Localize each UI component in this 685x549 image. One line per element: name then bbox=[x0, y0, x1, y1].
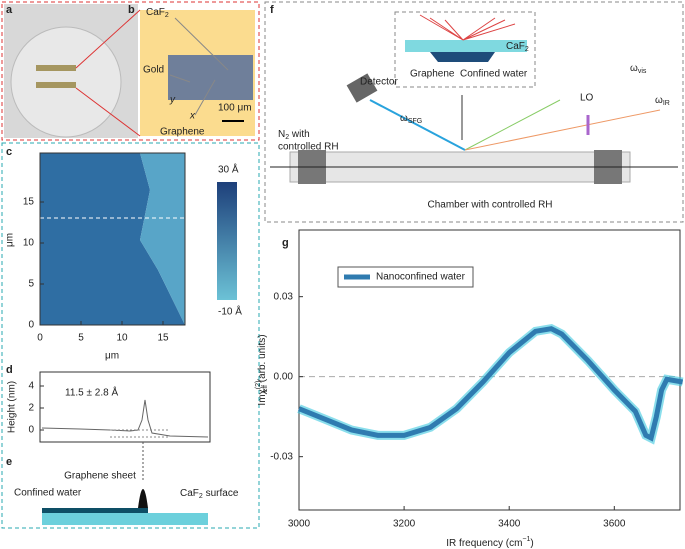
inset-water bbox=[430, 52, 495, 62]
y-tick-label: 0 bbox=[28, 425, 34, 436]
inset-frame bbox=[394, 11, 536, 88]
label: controlled RH bbox=[278, 142, 339, 153]
x-tick-label: 3600 bbox=[603, 519, 626, 530]
panel-ab-frame bbox=[1, 1, 260, 141]
vis-beam bbox=[464, 99, 561, 151]
series-halo bbox=[297, 323, 684, 445]
colorbar-label: -10 Å bbox=[218, 305, 242, 318]
profile-trace bbox=[41, 399, 209, 438]
inset-caf2 bbox=[405, 40, 527, 52]
label: CaF2 surface bbox=[180, 488, 239, 500]
panel-letter: a bbox=[6, 4, 13, 16]
y-tick-label: 0 bbox=[28, 320, 34, 331]
label: Gold bbox=[143, 65, 164, 76]
label: ωvis bbox=[630, 63, 647, 75]
y-tick-label: 5 bbox=[28, 279, 34, 290]
y-tick-label: 15 bbox=[23, 197, 35, 208]
water-layer bbox=[42, 508, 148, 513]
colorbar-label: 30 Å bbox=[218, 163, 239, 176]
series-line bbox=[298, 326, 684, 442]
label: CaF2 bbox=[146, 7, 169, 19]
caf2-window bbox=[168, 55, 253, 100]
x-tick-label: 3200 bbox=[393, 519, 416, 530]
panel-letter: g bbox=[282, 237, 289, 249]
x-tick-label: 0 bbox=[37, 333, 43, 344]
y-tick-label: 4 bbox=[28, 381, 34, 392]
label: Graphene bbox=[160, 127, 205, 138]
colorbar bbox=[217, 182, 237, 300]
panel-letter: e bbox=[6, 456, 12, 468]
panel-letter: c bbox=[6, 146, 12, 158]
x-tick-label: 10 bbox=[116, 333, 128, 344]
x-axis-label: μm bbox=[105, 351, 119, 362]
substrate-region bbox=[140, 153, 185, 325]
label: x bbox=[189, 111, 196, 122]
ir-beam bbox=[464, 109, 661, 151]
zoom-line bbox=[75, 87, 141, 137]
panel-cde-frame bbox=[1, 142, 260, 529]
label: 100 μm bbox=[218, 103, 252, 114]
y-tick-label: 2 bbox=[28, 403, 34, 414]
label: Detector bbox=[360, 77, 398, 88]
zoom-line bbox=[75, 9, 141, 69]
y-tick-label: 0.00 bbox=[274, 371, 294, 382]
label: Chamber with controlled RH bbox=[427, 200, 552, 211]
x-tick-label: 3000 bbox=[288, 519, 311, 530]
sample bbox=[36, 65, 76, 71]
map-frame bbox=[39, 152, 186, 326]
pointer bbox=[174, 17, 229, 71]
label: LO bbox=[580, 93, 594, 104]
y-axis-label: Height (nm) bbox=[7, 381, 18, 433]
label: CaF2 bbox=[506, 41, 529, 53]
label: Confined water bbox=[460, 69, 528, 80]
y-axis-label: Imχ(2)eff (arb. units) bbox=[255, 334, 269, 405]
label: ωIR bbox=[655, 95, 670, 107]
pointer bbox=[169, 74, 191, 83]
annotation: 11.5 ± 2.8 Å bbox=[65, 386, 118, 399]
label: y bbox=[169, 95, 176, 106]
x-axis-label: IR frequency (cm−1) bbox=[446, 536, 533, 549]
label: Confined water bbox=[14, 488, 82, 499]
label: N2 with bbox=[278, 129, 310, 141]
x-tick-label: 15 bbox=[157, 333, 169, 344]
profile-frame bbox=[39, 371, 211, 443]
y-axis-label: μm bbox=[5, 233, 16, 247]
panel-letter: f bbox=[270, 4, 274, 16]
graphene-edge bbox=[138, 489, 148, 508]
sample bbox=[36, 82, 76, 88]
x-tick-label: 3400 bbox=[498, 519, 521, 530]
graphene-region bbox=[40, 153, 185, 325]
label: ωSFG bbox=[400, 113, 422, 125]
y-tick-label: 0.03 bbox=[274, 291, 294, 302]
beams bbox=[419, 14, 516, 41]
label: Graphene bbox=[410, 69, 455, 80]
legend-frame bbox=[337, 266, 474, 288]
legend-label: Nanoconfined water bbox=[376, 272, 466, 283]
panel-f-frame bbox=[264, 1, 684, 223]
y-tick-label: 10 bbox=[23, 238, 35, 249]
panel-letter: d bbox=[6, 364, 13, 376]
label: Graphene sheet bbox=[64, 471, 136, 482]
pointer bbox=[194, 79, 216, 116]
plot-frame bbox=[298, 229, 681, 511]
caf2-substrate bbox=[42, 513, 208, 525]
sfg-beam bbox=[369, 99, 466, 151]
detector bbox=[346, 73, 378, 103]
y-tick-label: -0.03 bbox=[270, 451, 293, 462]
panel-letter: b bbox=[128, 4, 135, 16]
x-tick-label: 5 bbox=[78, 333, 84, 344]
